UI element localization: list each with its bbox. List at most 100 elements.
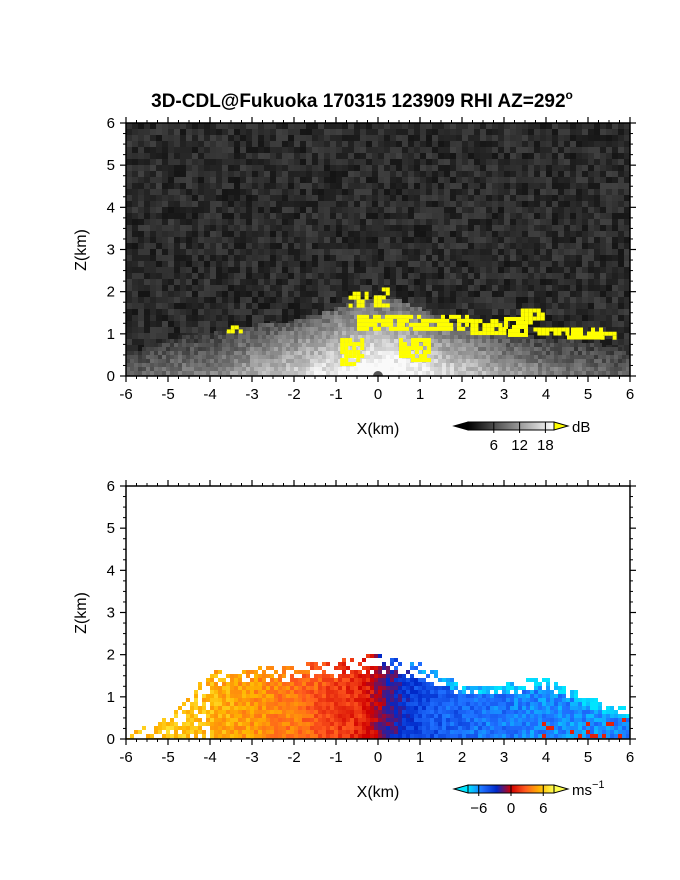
snr-noise-cell — [594, 153, 600, 159]
snr-echo-cell — [298, 327, 302, 331]
snr-noise-cell — [294, 147, 300, 153]
snr-noise-cell — [342, 297, 348, 303]
snr-echo-cell — [210, 335, 214, 339]
snr-echo-cell — [246, 359, 250, 363]
snr-noise-cell — [300, 237, 306, 243]
snr-noise-cell — [618, 279, 624, 285]
snr-noise-cell — [444, 261, 450, 267]
snr-noise-cell — [180, 171, 186, 177]
snr-echo-cell — [126, 359, 130, 363]
snr-noise-cell — [246, 231, 252, 237]
snr-echo-cell — [286, 355, 290, 359]
snr-noise-cell — [324, 291, 330, 297]
snr-noise-cell — [456, 147, 462, 153]
snr-echo-cell — [386, 307, 390, 311]
snr-echo-cell — [202, 363, 206, 367]
snr-noise-cell — [402, 213, 408, 219]
snr-noise-cell — [396, 225, 402, 231]
snr-noise-cell — [612, 315, 618, 321]
snr-echo-cell — [190, 343, 194, 347]
snr-noise-cell — [468, 135, 474, 141]
snr-noise-cell — [384, 165, 390, 171]
snr-noise-cell — [456, 171, 462, 177]
snr-noise-cell — [156, 195, 162, 201]
snr-echo-cell — [198, 359, 202, 363]
snr-echo-cell — [262, 347, 266, 351]
snr-noise-cell — [294, 141, 300, 147]
snr-noise-cell — [396, 243, 402, 249]
snr-noise-cell — [294, 249, 300, 255]
snr-noise-cell — [132, 309, 138, 315]
snr-echo-cell — [378, 323, 382, 327]
snr-noise-cell — [366, 279, 372, 285]
snr-noise-cell — [624, 141, 630, 147]
snr-noise-cell — [192, 279, 198, 285]
snr-noise-cell — [528, 249, 534, 255]
snr-echo-cell — [390, 299, 394, 303]
snr-echo-cell — [214, 335, 218, 339]
snr-noise-cell — [222, 189, 228, 195]
snr-echo-cell — [374, 335, 378, 339]
snr-noise-cell — [216, 273, 222, 279]
snr-noise-cell — [468, 225, 474, 231]
snr-noise-cell — [498, 309, 504, 315]
snr-noise-cell — [264, 159, 270, 165]
snr-noise-cell — [258, 315, 264, 321]
snr-noise-cell — [228, 255, 234, 261]
snr-noise-cell — [570, 285, 576, 291]
snr-noise-cell — [162, 297, 168, 303]
snr-noise-cell — [384, 141, 390, 147]
snr-noise-cell — [474, 165, 480, 171]
snr-echo-cell — [294, 327, 298, 331]
snr-noise-cell — [558, 303, 564, 309]
snr-noise-cell — [516, 135, 522, 141]
snr-noise-cell — [402, 273, 408, 279]
snr-echo-cell — [502, 351, 506, 355]
snr-noise-cell — [222, 231, 228, 237]
snr-echo-cell — [154, 343, 158, 347]
snr-noise-cell — [510, 135, 516, 141]
snr-noise-cell — [294, 165, 300, 171]
snr-noise-cell — [246, 315, 252, 321]
snr-echo-cell — [354, 327, 358, 331]
snr-echo-cell — [174, 347, 178, 351]
snr-noise-cell — [276, 261, 282, 267]
snr-noise-cell — [510, 231, 516, 237]
snr-echo-cell — [402, 307, 406, 311]
snr-echo-cell — [314, 339, 318, 343]
snr-noise-cell — [546, 261, 552, 267]
snr-echo-cell — [286, 347, 290, 351]
snr-noise-cell — [132, 141, 138, 147]
snr-echo-cell — [254, 323, 258, 327]
snr-noise-cell — [132, 237, 138, 243]
snr-noise-cell — [162, 219, 168, 225]
snr-noise-cell — [306, 183, 312, 189]
snr-noise-cell — [606, 237, 612, 243]
snr-noise-cell — [570, 135, 576, 141]
snr-noise-cell — [150, 273, 156, 279]
snr-noise-cell — [582, 315, 588, 321]
snr-noise-cell — [612, 219, 618, 225]
snr-echo-cell — [218, 343, 222, 347]
snr-noise-cell — [564, 291, 570, 297]
snr-echo-cell — [438, 343, 442, 347]
snr-echo-cell — [254, 343, 258, 347]
snr-noise-cell — [600, 255, 606, 261]
snr-echo-cell — [514, 343, 518, 347]
snr-echo-cell — [390, 347, 394, 351]
snr-noise-cell — [522, 213, 528, 219]
snr-noise-cell — [624, 303, 630, 309]
snr-echo-cell — [170, 347, 174, 351]
snr-noise-cell — [396, 129, 402, 135]
snr-echo-cell — [506, 355, 510, 359]
snr-noise-cell — [588, 321, 594, 327]
snr-noise-cell — [366, 207, 372, 213]
snr-noise-cell — [276, 267, 282, 273]
snr-noise-cell — [342, 303, 348, 309]
snr-noise-cell — [360, 201, 366, 207]
snr-noise-cell — [354, 213, 360, 219]
snr-echo-cell — [162, 347, 166, 351]
snr-noise-cell — [480, 183, 486, 189]
snr-noise-cell — [396, 135, 402, 141]
snr-echo-cell — [414, 319, 418, 323]
